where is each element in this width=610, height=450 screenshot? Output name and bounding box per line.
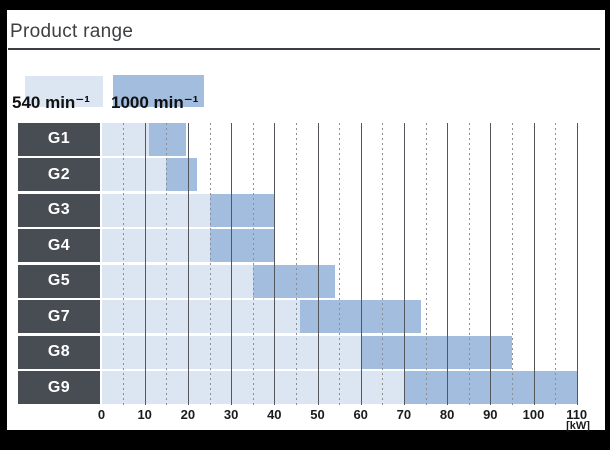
content-panel: Product range 540 min⁻¹ 1000 min⁻¹ G1 G2 G… bbox=[7, 10, 605, 432]
gridline-dashed bbox=[468, 122, 470, 405]
bar-1000 bbox=[403, 371, 577, 404]
axis-tick-label: 0 bbox=[97, 407, 106, 422]
axis-tick-label: 80 bbox=[439, 407, 455, 422]
gridline-solid bbox=[360, 122, 362, 405]
axis-tick-label: 50 bbox=[310, 407, 325, 422]
row-label-g5: G5 bbox=[18, 264, 100, 298]
row-label-g1: G1 bbox=[18, 122, 100, 156]
page-title: Product range bbox=[10, 21, 134, 42]
bar-540 bbox=[101, 300, 301, 333]
gridline-solid bbox=[144, 122, 146, 405]
title-rule bbox=[8, 48, 600, 50]
gridline-solid bbox=[274, 122, 276, 405]
axis-tick-label: 40 bbox=[267, 407, 282, 422]
gridline-solid bbox=[447, 122, 449, 405]
row-label-g7: G7 bbox=[18, 300, 100, 333]
bar-540 bbox=[101, 122, 150, 156]
gridline-solid bbox=[533, 122, 535, 405]
bar-540 bbox=[101, 264, 253, 298]
axis-tick-label: 10 bbox=[137, 407, 152, 422]
gridline-dashed bbox=[382, 122, 384, 405]
bar-540 bbox=[101, 229, 210, 262]
bar-1000 bbox=[252, 264, 335, 298]
row-label-g3: G3 bbox=[18, 193, 100, 227]
legend-label-540: 540 min⁻¹ bbox=[12, 93, 90, 112]
axis-tick-label: 70 bbox=[396, 407, 412, 422]
legend-swatch-540 bbox=[25, 76, 103, 107]
axis-tick-label: 60 bbox=[353, 407, 368, 422]
row-label-g8: G8 bbox=[18, 335, 100, 369]
axis-tick-label: 90 bbox=[483, 407, 498, 422]
gridline-solid bbox=[231, 122, 233, 405]
gridline-dashed bbox=[166, 122, 168, 405]
legend-label-1000: 1000 min⁻¹ bbox=[111, 93, 199, 112]
axis-tick-label: 100 bbox=[522, 407, 545, 422]
axis-tick-label: 20 bbox=[180, 407, 196, 422]
bar-1000 bbox=[360, 335, 512, 369]
gridline-dashed bbox=[295, 122, 297, 405]
gridline-dashed bbox=[339, 122, 341, 405]
gridline-dashed bbox=[555, 122, 557, 405]
gridline-dashed bbox=[511, 122, 513, 405]
axis-tick-label: 110 bbox=[566, 407, 588, 422]
bar-1000 bbox=[209, 229, 275, 262]
gridline-solid bbox=[576, 122, 578, 405]
gridline-dashed bbox=[425, 122, 427, 405]
bar-1000 bbox=[149, 122, 186, 156]
legend-swatch-1000 bbox=[113, 75, 204, 107]
gridline-dashed bbox=[123, 122, 125, 405]
axis-unit-label: [kW] bbox=[566, 420, 590, 432]
gridline-solid bbox=[490, 122, 492, 405]
bar-540 bbox=[101, 158, 167, 191]
bar-540 bbox=[101, 193, 210, 227]
gridline-dashed bbox=[252, 122, 254, 405]
gridline-dashed bbox=[209, 122, 211, 405]
gridline-solid bbox=[317, 122, 319, 405]
gridline-solid bbox=[187, 122, 189, 405]
axis-tick-label: 30 bbox=[223, 407, 239, 422]
gridline-solid bbox=[403, 122, 405, 405]
bar-1000 bbox=[209, 193, 275, 227]
chart-area: G1 G2 G3 G4 G5 G7 G8 G9 0 10 20 30 40 50 60 70 80 90 100 11… bbox=[7, 10, 605, 430]
bar-1000 bbox=[166, 158, 197, 191]
row-label-g2: G2 bbox=[18, 158, 100, 191]
row-label-g4: G4 bbox=[18, 229, 100, 262]
row-label-g9: G9 bbox=[18, 371, 100, 404]
